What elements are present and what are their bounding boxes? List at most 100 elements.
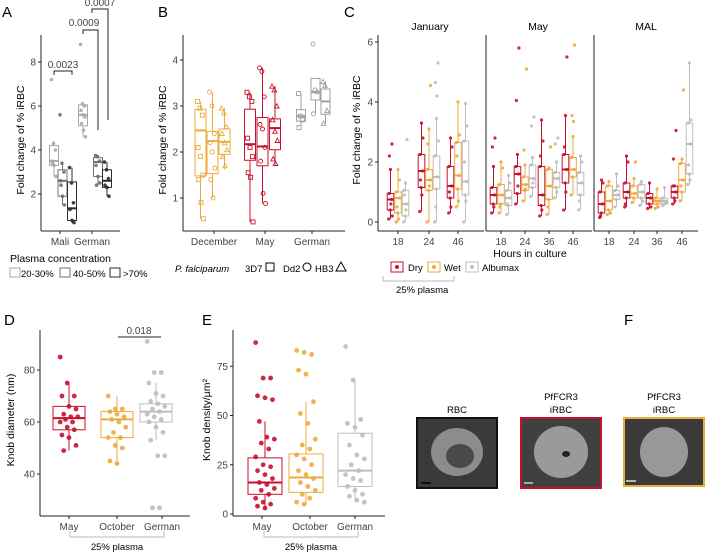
- data-point: [656, 205, 661, 209]
- e-plasma-label: 25% plasma: [285, 542, 338, 553]
- data-point: [253, 495, 259, 501]
- data-point: [118, 435, 123, 440]
- box-iqr: [288, 453, 324, 493]
- data-point: [661, 196, 665, 200]
- d-y-tick-label: 80: [24, 366, 36, 377]
- data-point: [455, 154, 459, 158]
- data-point: [521, 175, 526, 179]
- box-iqr: [569, 157, 577, 178]
- b-y-tick-label: 3: [172, 102, 178, 113]
- panel-label-b: B: [158, 4, 168, 21]
- data-point: [301, 350, 307, 355]
- data-point: [396, 217, 400, 221]
- data-point: [522, 148, 526, 152]
- data-point: [497, 182, 502, 187]
- data-point: [352, 487, 358, 493]
- d-plasma-label: 25% plasma: [91, 542, 144, 553]
- data-point: [420, 169, 425, 173]
- data-point: [212, 165, 218, 171]
- data-point: [514, 98, 519, 103]
- c-plasma-label: 25% plasma: [396, 285, 449, 296]
- c-y-tick-label: 4: [367, 98, 373, 109]
- box-iqr: [139, 403, 173, 423]
- data-point: [361, 499, 367, 505]
- data-point: [546, 205, 550, 209]
- c-x-tick-label: 46: [452, 237, 464, 248]
- data-point: [61, 448, 67, 453]
- data-point: [153, 424, 159, 430]
- data-point: [116, 419, 122, 425]
- panel-label-d: D: [4, 312, 15, 329]
- legend-label-hb3: HB3: [315, 264, 333, 275]
- data-point: [402, 193, 407, 197]
- data-point: [623, 181, 627, 185]
- data-point: [268, 375, 274, 381]
- data-point: [402, 188, 406, 193]
- data-point: [577, 199, 582, 203]
- data-point: [361, 456, 367, 462]
- data-point: [105, 393, 111, 399]
- data-point: [296, 367, 301, 373]
- data-point: [244, 89, 250, 95]
- data-point: [524, 182, 528, 187]
- data-point: [569, 193, 573, 197]
- data-point: [162, 404, 168, 409]
- e-y-tick-label: 25: [217, 460, 229, 471]
- data-point: [162, 453, 168, 459]
- sig-bracket: [91, 8, 109, 120]
- box-iqr: [244, 108, 256, 161]
- data-point: [262, 472, 268, 477]
- data-point: [649, 205, 653, 209]
- data-point: [403, 214, 407, 218]
- data-point: [160, 393, 166, 399]
- data-point: [529, 124, 534, 128]
- sig-bracket: [53, 70, 73, 75]
- data-point: [505, 188, 509, 193]
- data-point: [320, 120, 327, 126]
- data-point: [296, 468, 301, 474]
- data-point: [195, 144, 201, 150]
- data-point: [601, 181, 605, 185]
- data-point: [530, 155, 535, 160]
- data-point: [296, 125, 302, 131]
- data-point: [388, 167, 393, 172]
- p-value: 0.018: [126, 326, 151, 337]
- sig-bracket: [82, 29, 99, 130]
- data-point: [67, 165, 72, 170]
- f-label-irbc-1: iRBC: [550, 405, 572, 416]
- data-point: [456, 100, 460, 104]
- data-point: [419, 121, 424, 125]
- data-point: [158, 417, 164, 422]
- data-point: [564, 190, 568, 194]
- legend-label-albumax: Albumax: [482, 263, 519, 274]
- data-point: [623, 205, 627, 209]
- legend-key-albumax: [465, 261, 479, 273]
- data-point: [577, 170, 581, 175]
- panel-f-images: RBC PfFCR3 iRBC PfFCR3 iRBC: [416, 392, 705, 489]
- data-point: [311, 399, 316, 405]
- data-point: [447, 164, 451, 169]
- data-point: [114, 461, 120, 466]
- a-y-tick-label: 4: [30, 146, 36, 157]
- e-y-tick-label: 50: [217, 411, 229, 422]
- data-point: [418, 209, 422, 214]
- data-point: [540, 193, 545, 197]
- data-point: [155, 453, 161, 459]
- b-y-tick-label: 1: [172, 194, 178, 205]
- box-iqr: [537, 166, 546, 206]
- data-point: [507, 196, 512, 200]
- box-iqr: [67, 181, 77, 221]
- data-point: [569, 155, 574, 160]
- b-y-tick-label: 2: [172, 148, 178, 159]
- data-point: [647, 181, 652, 185]
- legend-key-20-30: [9, 267, 21, 278]
- data-point: [490, 145, 495, 149]
- data-point: [433, 220, 437, 224]
- data-point: [387, 217, 391, 221]
- data-point: [616, 184, 620, 188]
- data-point: [270, 397, 275, 403]
- data-point: [305, 484, 311, 489]
- data-point: [532, 115, 536, 119]
- data-point: [268, 464, 274, 470]
- data-point: [153, 391, 159, 396]
